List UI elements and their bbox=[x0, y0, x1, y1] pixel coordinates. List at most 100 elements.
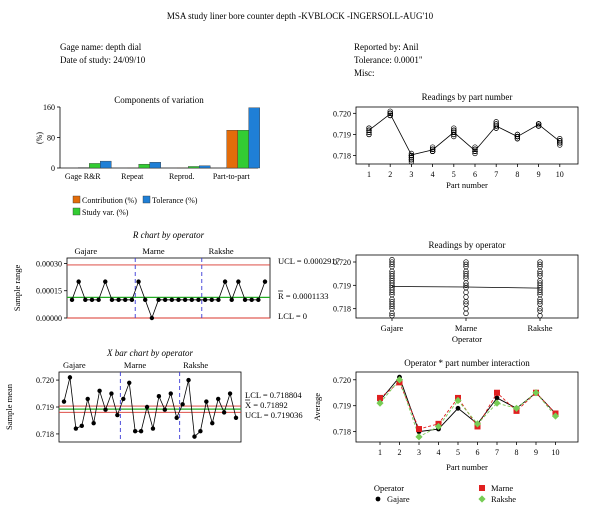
readings-by-part-x-tick-label: 8 bbox=[515, 170, 519, 179]
readings-by-operator-point bbox=[463, 261, 469, 267]
readings-by-part-point bbox=[493, 119, 499, 125]
r-chart-operator-label: Gajare bbox=[75, 246, 98, 256]
readings-by-part-point bbox=[408, 155, 415, 161]
interaction-point bbox=[473, 420, 482, 428]
readings-by-part-point bbox=[429, 146, 436, 152]
r-chart-point bbox=[69, 297, 75, 303]
components-bar bbox=[248, 107, 260, 169]
misc: Misc: bbox=[354, 68, 375, 78]
readings-by-part-point bbox=[514, 133, 521, 140]
r-chart-point bbox=[182, 297, 188, 303]
components-y-tick-label: 80 bbox=[47, 134, 55, 143]
r-chart-y-tick-label: 0.00000 bbox=[36, 314, 62, 323]
interaction-x-tick-label: 4 bbox=[437, 448, 441, 457]
readings-by-part-x-tick-label: 5 bbox=[452, 170, 456, 179]
xbar-chart-point bbox=[210, 420, 215, 426]
readings-by-part-point bbox=[387, 108, 393, 114]
interaction-legend-marker bbox=[479, 485, 485, 491]
xbar-chart-point bbox=[121, 396, 126, 402]
xbar-chart-point bbox=[85, 396, 90, 402]
xbar-chart-point bbox=[79, 423, 84, 429]
xbar-chart-point bbox=[91, 420, 96, 426]
components-category-label: Repeat bbox=[121, 172, 144, 181]
interaction-series-line bbox=[379, 378, 556, 438]
readings-by-part-point bbox=[514, 136, 521, 142]
readings-by-part-y-tick-label: 0.720 bbox=[333, 109, 351, 118]
readings-by-part-point bbox=[451, 129, 457, 135]
xbar-chart-point bbox=[198, 429, 203, 434]
interaction-x-tick-label: 7 bbox=[495, 448, 499, 457]
readings-by-part-point bbox=[472, 144, 478, 150]
xbar-chart-point bbox=[221, 410, 227, 415]
readings-by-operator-point bbox=[463, 289, 469, 295]
interaction-point bbox=[532, 389, 540, 397]
xbar-chart-y-tick-label: 0.718 bbox=[36, 430, 54, 439]
r-chart-plot: 0.00000 0.00015 0.00030 Sample range Gajare M… bbox=[12, 246, 340, 323]
readings-by-operator-point bbox=[537, 299, 543, 305]
r-chart-y-tick-label: 0.00030 bbox=[36, 259, 62, 268]
interaction-y-tick-label: 0.720 bbox=[333, 376, 351, 385]
readings-by-part-point bbox=[408, 150, 415, 157]
xbar-chart-point bbox=[227, 391, 233, 396]
readings-by-part-point bbox=[493, 125, 499, 131]
components-legend-label: Contribution (%) bbox=[82, 196, 137, 205]
xbar-chart-ucl-label: UCL = 0.719036 bbox=[245, 410, 303, 420]
xbar-chart-point bbox=[180, 402, 185, 407]
readings-by-operator-x-tick-label: Gajare bbox=[381, 323, 404, 333]
r-chart-point bbox=[156, 297, 161, 303]
components-bar bbox=[237, 130, 249, 169]
readings-by-part-point bbox=[366, 127, 372, 133]
xbar-chart-point bbox=[144, 404, 150, 410]
components-legend-swatch bbox=[142, 195, 151, 204]
readings-by-part-plot: 0.718 0.719 0.720 1 2 3 4 5 6 7 8 9 10 Part number bbox=[333, 108, 564, 190]
readings-by-part-mean-line bbox=[368, 113, 561, 156]
interaction-point bbox=[551, 412, 560, 420]
interaction-point bbox=[454, 396, 462, 405]
xbar-chart-point bbox=[67, 375, 73, 380]
readings-by-part-point bbox=[366, 131, 372, 138]
r-chart-y-label: Sample range bbox=[12, 265, 22, 312]
r-chart-point bbox=[136, 279, 141, 284]
r-chart-point bbox=[202, 297, 208, 303]
readings-by-operator-x-tick-label: Marne bbox=[455, 323, 477, 333]
r-chart-point bbox=[103, 279, 108, 284]
readings-by-part-y-tick-label: 0.719 bbox=[333, 130, 351, 139]
readings-by-part-point bbox=[451, 131, 457, 138]
readings-by-operator-point bbox=[463, 306, 469, 312]
interaction-point bbox=[512, 404, 521, 412]
r-chart-point bbox=[222, 279, 228, 284]
xbar-chart-point bbox=[174, 415, 179, 420]
r-chart-point bbox=[129, 297, 135, 303]
readings-by-operator-point bbox=[389, 299, 395, 305]
readings-by-operator-point bbox=[537, 308, 543, 314]
readings-by-part-x-tick-label: 10 bbox=[556, 170, 564, 179]
interaction-legend-label: Gajare bbox=[387, 494, 410, 504]
readings-by-operator-point bbox=[463, 271, 469, 277]
report-title: MSA study liner bore counter depth -KVBL… bbox=[166, 11, 434, 21]
components-category-label: Part-to-part bbox=[213, 172, 251, 181]
r-chart-point bbox=[176, 297, 181, 303]
xbar-chart-point bbox=[115, 412, 120, 418]
xbar-chart-point bbox=[186, 377, 191, 383]
interaction-x-tick-label: 5 bbox=[456, 448, 460, 457]
r-chart-point bbox=[249, 297, 254, 303]
readings-by-part-x-tick-label: 6 bbox=[473, 170, 477, 179]
readings-by-part-point bbox=[408, 157, 415, 163]
readings-by-part-point bbox=[472, 146, 478, 152]
r-chart-operator-label: Rakshe bbox=[209, 246, 234, 256]
components-legend-label: Tolerance (%) bbox=[152, 196, 198, 205]
r-chart-frame bbox=[66, 257, 271, 319]
interaction-point bbox=[416, 426, 422, 433]
readings-by-part-point bbox=[429, 144, 436, 150]
xbar-chart-point bbox=[103, 407, 108, 412]
interaction-y-label: Average bbox=[312, 393, 322, 421]
interaction-x-tick-label: 3 bbox=[417, 448, 421, 457]
interaction-series-line bbox=[379, 381, 556, 430]
readings-by-operator-point bbox=[463, 301, 469, 307]
xbar-chart-point bbox=[233, 415, 239, 420]
readings-by-part-point bbox=[408, 152, 415, 159]
xbar-chart-point bbox=[132, 429, 138, 434]
interaction-point bbox=[415, 433, 423, 441]
